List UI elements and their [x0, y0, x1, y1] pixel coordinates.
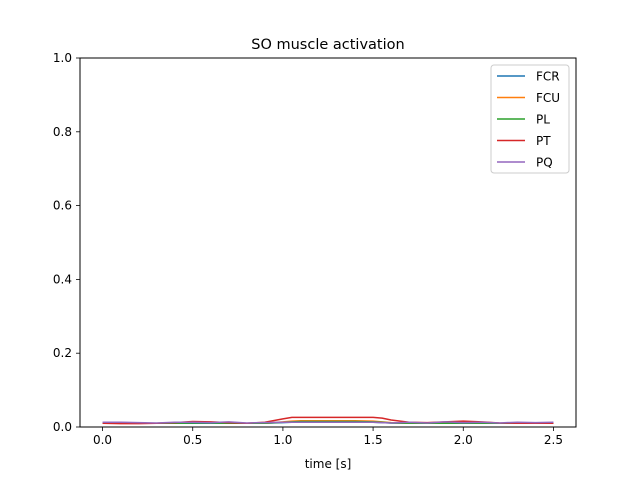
legend-label-pt: PT: [536, 134, 551, 148]
y-tick-label: 0.6: [53, 199, 72, 213]
legend-label-pl: PL: [536, 113, 550, 127]
x-tick-label: 2.5: [544, 433, 563, 447]
y-tick-label: 1.0: [53, 51, 72, 65]
chart-title: SO muscle activation: [251, 37, 404, 53]
y-tick-label: 0.2: [53, 346, 72, 360]
series-layer: [102, 416, 554, 425]
axes-frame: [79, 57, 577, 428]
x-axis-label: time [s]: [305, 457, 352, 471]
x-tick-label: 0.5: [183, 433, 202, 447]
legend-label-fcr: FCR: [536, 70, 560, 84]
y-tick-label: 0.4: [53, 272, 72, 286]
x-tick-label: 2.0: [454, 433, 473, 447]
legend-label-pq: PQ: [536, 156, 553, 170]
x-axis-ticks: 0.0 0.5 1.0 1.5 2.0 2.5: [93, 427, 563, 447]
legend-label-fcu: FCU: [536, 91, 560, 105]
x-tick-label: 1.0: [273, 433, 292, 447]
x-tick-label: 0.0: [93, 433, 112, 447]
series-line-pq: [102, 421, 554, 424]
y-axis-ticks: 0.0 0.2 0.4 0.6 0.8 1.0: [53, 51, 80, 434]
legend-box: [490, 64, 570, 174]
legend-items: FCR FCU PL PT PQ: [497, 70, 560, 170]
x-tick-label: 1.5: [364, 433, 383, 447]
y-tick-label: 0.0: [53, 420, 72, 434]
legend: FCR FCU PL PT PQ: [490, 64, 570, 174]
y-tick-label: 0.8: [53, 125, 72, 139]
